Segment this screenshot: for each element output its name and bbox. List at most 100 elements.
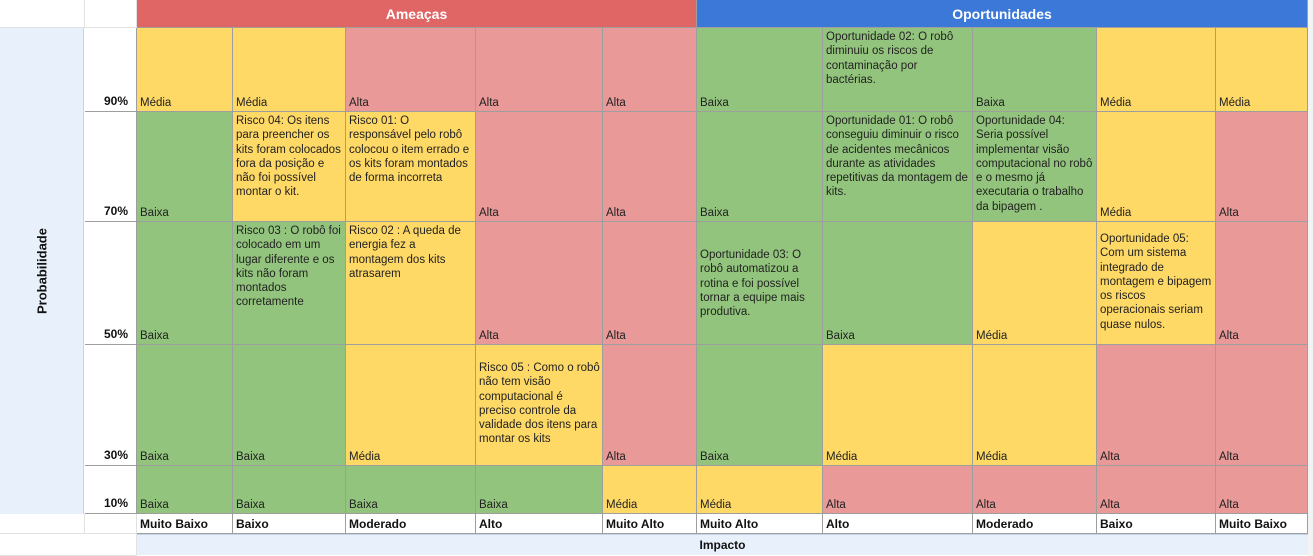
cell-level: Média bbox=[1100, 97, 1132, 109]
threats-header-label: Ameaças bbox=[385, 5, 448, 22]
matrix-cell[interactable]: Risco 02 : A queda de energia fez a mont… bbox=[346, 222, 476, 345]
matrix-cell[interactable]: Baixa bbox=[973, 28, 1097, 112]
matrix-cell[interactable]: Alta bbox=[1097, 466, 1216, 514]
matrix-cell[interactable]: Alta bbox=[1097, 345, 1216, 466]
matrix-cell[interactable]: Risco 03 : O robô foi colocado em um lug… bbox=[233, 222, 346, 345]
cell-level: Média bbox=[606, 499, 638, 511]
probability-label: 50% bbox=[85, 222, 137, 345]
matrix-cell[interactable]: Oportunidade 02: O robô diminuiu os risc… bbox=[823, 28, 973, 112]
blank-cell bbox=[0, 534, 137, 556]
matrix-cell[interactable]: Alta bbox=[1216, 345, 1308, 466]
matrix-cell[interactable]: Alta bbox=[823, 466, 973, 514]
cell-level: Alta bbox=[479, 207, 499, 219]
probability-label: 90% bbox=[85, 28, 137, 112]
cell-level: Alta bbox=[1219, 451, 1239, 463]
matrix-cell[interactable]: Baixa bbox=[346, 466, 476, 514]
matrix-cell[interactable]: Baixa bbox=[233, 345, 346, 466]
probability-value: 10% bbox=[103, 496, 128, 510]
matrix-cell[interactable]: Média bbox=[1097, 28, 1216, 112]
matrix-cell[interactable]: Baixa bbox=[476, 466, 603, 514]
matrix-cell[interactable]: Média bbox=[1097, 112, 1216, 222]
impact-label: Baixo bbox=[1097, 514, 1216, 534]
cell-level: Baixa bbox=[349, 499, 378, 511]
corner-cell bbox=[0, 0, 85, 28]
matrix-cell[interactable]: Alta bbox=[603, 222, 697, 345]
matrix-cell[interactable]: Baixa bbox=[823, 222, 973, 345]
cell-level: Alta bbox=[1100, 451, 1120, 463]
matrix-cell[interactable]: Baixa bbox=[697, 345, 823, 466]
matrix-cell[interactable]: Média bbox=[1216, 28, 1308, 112]
cell-level: Baixa bbox=[140, 207, 169, 219]
impact-label: Muito Alto bbox=[697, 514, 823, 534]
cell-level: Alta bbox=[479, 330, 499, 342]
matrix-cell[interactable]: Baixa bbox=[137, 112, 233, 222]
probability-value: 30% bbox=[103, 448, 128, 462]
matrix-cell[interactable]: Baixa bbox=[233, 466, 346, 514]
matrix-cell[interactable]: Alta bbox=[1216, 466, 1308, 514]
matrix-cell[interactable]: Baixa bbox=[137, 466, 233, 514]
probability-label: 30% bbox=[85, 345, 137, 466]
cell-description: Risco 02 : A queda de energia fez a mont… bbox=[349, 225, 461, 280]
blank-cell bbox=[85, 514, 137, 534]
matrix-cell[interactable]: Média bbox=[346, 345, 476, 466]
matrix-cell[interactable]: Risco 04: Os itens para preencher os kit… bbox=[233, 112, 346, 222]
cell-level: Alta bbox=[1219, 330, 1239, 342]
matrix-cell[interactable]: Média bbox=[697, 466, 823, 514]
cell-level: Alta bbox=[606, 207, 626, 219]
cell-description: Oportunidade 03: O robô automatizou a ro… bbox=[700, 249, 805, 319]
cell-level: Baixa bbox=[140, 330, 169, 342]
matrix-cell[interactable]: Oportunidade 03: O robô automatizou a ro… bbox=[697, 222, 823, 345]
cell-description: Risco 01: O responsável pelo robô coloco… bbox=[349, 115, 470, 185]
matrix-cell[interactable]: Baixa bbox=[137, 345, 233, 466]
cell-description: Oportunidade 02: O robô diminuiu os risc… bbox=[826, 31, 954, 86]
matrix-cell[interactable]: Média bbox=[973, 345, 1097, 466]
matrix-cell[interactable]: Oportunidade 01: O robô conseguiu diminu… bbox=[823, 112, 973, 222]
probability-value: 90% bbox=[103, 94, 128, 108]
impact-label: Moderado bbox=[346, 514, 476, 534]
matrix-cell[interactable]: Média bbox=[603, 466, 697, 514]
impact-label: Alto bbox=[476, 514, 603, 534]
cell-level: Média bbox=[1219, 97, 1251, 109]
probability-value: 50% bbox=[103, 327, 128, 341]
cell-description: Oportunidade 04: Seria possível implemen… bbox=[976, 115, 1093, 213]
matrix-cell[interactable]: Baixa bbox=[137, 222, 233, 345]
matrix-cell[interactable]: Alta bbox=[973, 466, 1097, 514]
matrix-cell[interactable]: Alta bbox=[1216, 222, 1308, 345]
cell-description: Risco 04: Os itens para preencher os kit… bbox=[236, 115, 341, 199]
matrix-cell[interactable]: Risco 01: O responsável pelo robô coloco… bbox=[346, 112, 476, 222]
cell-level: Alta bbox=[606, 451, 626, 463]
matrix-cell[interactable]: Alta bbox=[603, 345, 697, 466]
matrix-cell[interactable]: Risco 05 : Como o robô não tem visão com… bbox=[476, 345, 603, 466]
cell-description: Oportunidade 05: Com um sistema integrad… bbox=[1100, 233, 1212, 331]
probability-label: 10% bbox=[85, 466, 137, 514]
cell-level: Alta bbox=[479, 97, 499, 109]
impact-label: Moderado bbox=[973, 514, 1097, 534]
matrix-cell[interactable]: Alta bbox=[476, 222, 603, 345]
matrix-cell[interactable]: Média bbox=[973, 222, 1097, 345]
matrix-cell[interactable]: Média bbox=[137, 28, 233, 112]
matrix-cell[interactable]: Alta bbox=[476, 28, 603, 112]
matrix-cell[interactable]: Alta bbox=[346, 28, 476, 112]
matrix-cell[interactable]: Alta bbox=[603, 112, 697, 222]
probability-value: 70% bbox=[103, 204, 128, 218]
matrix-cell[interactable]: Média bbox=[823, 345, 973, 466]
matrix-cell[interactable]: Oportunidade 05: Com um sistema integrad… bbox=[1097, 222, 1216, 345]
matrix-cell[interactable]: Baixa bbox=[697, 112, 823, 222]
cell-level: Alta bbox=[1219, 207, 1239, 219]
cell-level: Baixa bbox=[976, 97, 1005, 109]
cell-level: Média bbox=[140, 97, 172, 109]
cell-level: Baixa bbox=[700, 207, 729, 219]
matrix-cell[interactable]: Baixa bbox=[697, 28, 823, 112]
cell-level: Baixa bbox=[826, 330, 855, 342]
cell-level: Alta bbox=[826, 499, 846, 511]
matrix-cell[interactable]: Oportunidade 04: Seria possível implemen… bbox=[973, 112, 1097, 222]
cell-level: Alta bbox=[349, 97, 369, 109]
cell-description: Oportunidade 01: O robô conseguiu diminu… bbox=[826, 115, 968, 199]
matrix-cell[interactable]: Alta bbox=[603, 28, 697, 112]
matrix-cell[interactable]: Alta bbox=[476, 112, 603, 222]
matrix-cell[interactable]: Alta bbox=[1216, 112, 1308, 222]
cell-level: Alta bbox=[606, 97, 626, 109]
cell-level: Baixa bbox=[140, 451, 169, 463]
impact-label: Muito Baixo bbox=[1216, 514, 1308, 534]
matrix-cell[interactable]: Média bbox=[233, 28, 346, 112]
